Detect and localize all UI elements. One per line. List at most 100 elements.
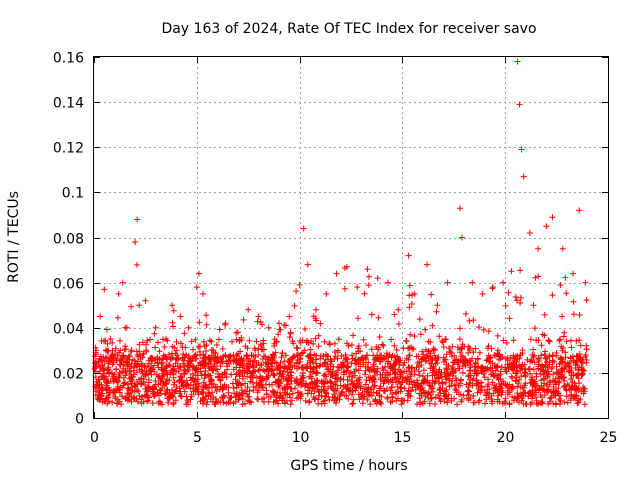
data-point: [459, 369, 466, 376]
data-point: [576, 337, 583, 344]
data-point: [379, 365, 386, 371]
data-point: [577, 356, 584, 363]
data-point: [113, 366, 120, 373]
data-point: [451, 395, 458, 402]
data-point: [125, 353, 132, 360]
data-point: [543, 223, 550, 230]
data-point: [457, 205, 463, 212]
data-point: [215, 371, 222, 377]
data-point: [574, 400, 581, 407]
data-point: [190, 346, 196, 353]
data-point: [317, 355, 324, 362]
data-point: [353, 350, 360, 357]
data-point: [396, 361, 403, 368]
data-point: [163, 387, 170, 394]
data-point: [288, 369, 295, 376]
data-point: [257, 379, 264, 386]
data-point: [395, 388, 402, 395]
data-point: [291, 302, 298, 309]
data-point: [454, 401, 461, 408]
data-point: [401, 368, 408, 375]
data-point: [221, 369, 228, 376]
data-point: [526, 230, 533, 236]
data-point: [197, 343, 203, 350]
data-point: [500, 337, 507, 344]
data-point: [475, 370, 482, 377]
data-point: [337, 375, 344, 382]
data-point: [489, 284, 496, 291]
data-point: [211, 363, 218, 369]
data-point: [501, 398, 508, 405]
data-point: [285, 364, 292, 371]
data-point: [200, 389, 207, 395]
data-point: [97, 313, 104, 320]
y-tick-label: 0.02: [53, 367, 84, 383]
data-point: [545, 337, 552, 344]
data-point: [430, 367, 437, 374]
data-point: [200, 290, 206, 297]
data-point: [344, 381, 351, 388]
data-point: [470, 393, 477, 399]
data-point: [287, 359, 294, 366]
data-point: [345, 388, 352, 395]
data-point: [216, 326, 223, 333]
data-point: [382, 388, 388, 395]
data-point: [436, 333, 443, 340]
data-point: [313, 369, 320, 376]
data-point: [142, 382, 149, 388]
data-point: [568, 337, 574, 344]
data-point: [213, 342, 220, 348]
data-point: [170, 401, 177, 408]
data-point: [200, 338, 207, 345]
data-point: [269, 363, 275, 370]
data-point: [183, 401, 190, 408]
data-point: [429, 377, 436, 384]
data-point: [223, 400, 230, 407]
data-point: [312, 380, 319, 386]
data-point: [114, 383, 121, 390]
data-point: [233, 336, 240, 343]
data-point: [97, 353, 104, 360]
data-point: [144, 337, 151, 344]
data-point: [520, 173, 527, 180]
y-tick-label: 0.16: [53, 51, 84, 67]
data-point: [307, 352, 314, 359]
data-point: [271, 342, 278, 349]
data-point: [466, 388, 473, 395]
data-point: [137, 352, 144, 359]
data-point: [118, 356, 124, 363]
data-point: [300, 349, 307, 356]
data-point: [395, 321, 402, 327]
data-point: [550, 400, 557, 407]
data-point: [205, 360, 212, 367]
data-point: [509, 393, 516, 400]
data-point: [312, 335, 319, 342]
data-point: [260, 385, 266, 391]
data-point: [559, 356, 566, 363]
data-point: [514, 58, 521, 65]
data-point: [181, 388, 188, 395]
data-point: [117, 347, 124, 354]
data-point: [368, 346, 375, 353]
data-point: [151, 362, 157, 369]
data-point: [406, 282, 413, 289]
data-point: [499, 378, 506, 385]
data-point: [229, 338, 235, 345]
data-point: [487, 354, 494, 361]
data-point: [532, 378, 539, 385]
data-point: [546, 338, 553, 345]
data-point: [262, 360, 269, 366]
data-point: [158, 356, 165, 363]
data-point: [466, 347, 473, 354]
data-point: [187, 396, 194, 403]
data-point: [225, 384, 232, 391]
data-point: [302, 326, 308, 332]
data-point: [354, 284, 361, 291]
data-point: [255, 313, 262, 320]
data-point: [176, 378, 183, 385]
data-point: [582, 352, 589, 358]
data-point: [411, 333, 418, 340]
data-point: [425, 389, 432, 396]
data-point: [343, 392, 350, 399]
